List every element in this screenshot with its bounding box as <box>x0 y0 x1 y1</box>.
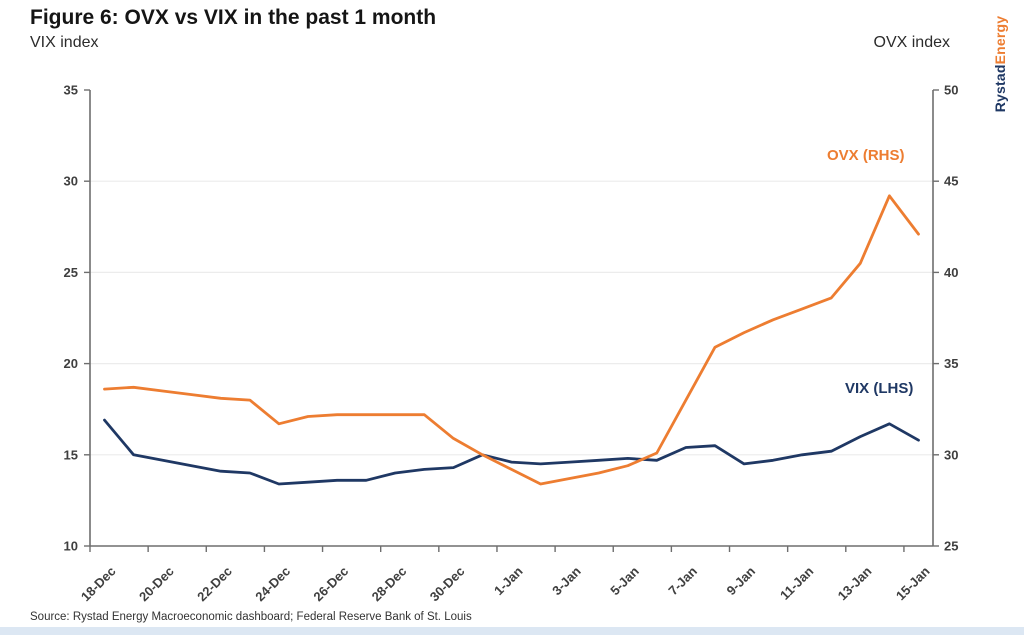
left-axis-unit-label: VIX index <box>30 34 99 51</box>
x-tick-label: 1-Jan <box>491 563 526 598</box>
legend-vix: VIX (LHS) <box>845 380 914 397</box>
legend-ovx: OVX (RHS) <box>827 147 905 164</box>
x-tick-label: 20-Dec <box>136 564 177 605</box>
vix-line <box>103 418 920 486</box>
right-tick-label: 25 <box>944 539 958 554</box>
x-tick-label: 18-Dec <box>78 564 119 605</box>
ovx-line <box>103 194 920 486</box>
right-tick-label: 35 <box>944 356 958 371</box>
left-tick-label: 25 <box>64 265 78 280</box>
right-tick-label: 40 <box>944 265 958 280</box>
right-axis-unit-label: OVX index <box>873 34 950 51</box>
left-tick-label: 15 <box>64 447 78 462</box>
x-tick-label: 24-Dec <box>252 564 293 605</box>
left-tick-label: 20 <box>64 356 78 371</box>
left-tick-label: 30 <box>64 174 78 189</box>
right-tick-label: 30 <box>944 447 958 462</box>
source-note: Source: Rystad Energy Macroeconomic dash… <box>30 611 472 623</box>
figure-title: Figure 6: OVX vs VIX in the past 1 month <box>30 6 437 29</box>
x-tick-label: 3-Jan <box>549 563 584 598</box>
left-tick-label: 10 <box>64 539 78 554</box>
right-tick-label: 45 <box>944 174 958 189</box>
x-tick-label: 9-Jan <box>724 563 759 598</box>
x-tick-label: 26-Dec <box>310 564 351 605</box>
footer-accent-bar <box>0 627 1024 635</box>
right-tick-label: 50 <box>944 83 958 98</box>
x-tick-label: 5-Jan <box>607 563 642 598</box>
x-tick-label: 11-Jan <box>777 563 816 602</box>
left-tick-label: 35 <box>64 83 78 98</box>
x-tick-label: 30-Dec <box>427 564 468 605</box>
x-tick-label: 28-Dec <box>369 564 410 605</box>
x-tick-label: 7-Jan <box>665 563 700 598</box>
x-tick-label: 13-Jan <box>835 563 875 603</box>
x-tick-label: 15-Jan <box>893 563 933 603</box>
x-tick-label: 22-Dec <box>194 564 235 605</box>
